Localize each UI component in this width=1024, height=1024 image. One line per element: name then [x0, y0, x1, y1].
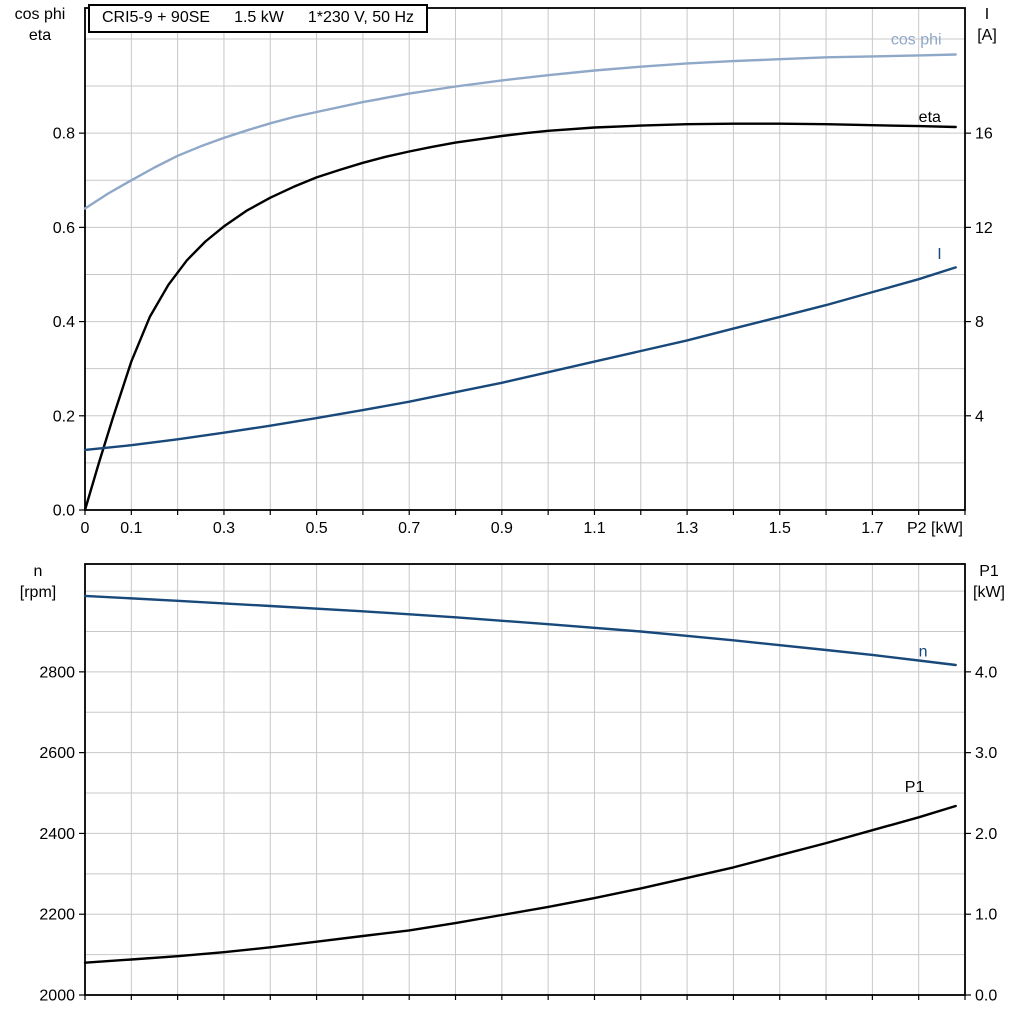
right-tick-label: 8 — [975, 314, 984, 331]
plot-border — [84, 7, 966, 511]
x-tick-label: 0.7 — [398, 520, 420, 537]
left-tick-label: 2200 — [39, 907, 75, 924]
speed-power-chart: 2000 2200 2400 2600 2800 0.0 1.0 2.0 3.0 4.0 n P1 — [39, 563, 997, 1005]
bottom-chart-right-axis-title: P1 [kW] — [960, 561, 1018, 603]
x-tick-label: 0.3 — [213, 520, 235, 537]
x-tick-label: 0 — [81, 520, 90, 537]
left-tick-label: 0.2 — [53, 408, 75, 425]
left-tick-label: 2600 — [39, 745, 75, 762]
axis-title-speed: n — [33, 563, 43, 580]
series-curve-cos-phi — [83, 53, 957, 210]
left-tick-label: 0.0 — [53, 503, 75, 520]
axis-title-p1: P1 — [979, 563, 999, 580]
right-tick-label: 4.0 — [975, 664, 997, 681]
series-curve-n — [83, 594, 957, 667]
left-tick-label: 0.8 — [53, 126, 75, 143]
curve-label-cos-phi: cos phi — [891, 31, 942, 48]
axis-title-cos-phi: cos phi — [14, 6, 66, 23]
left-tick-label: 2400 — [39, 826, 75, 843]
axis-title-eta: eta — [28, 27, 52, 44]
left-tick-label: 2800 — [39, 664, 75, 681]
x-tick-label: 1.1 — [583, 520, 605, 537]
right-tick-label: 12 — [975, 220, 993, 237]
curve-label-eta: eta — [919, 109, 941, 126]
curve-label-P1: P1 — [905, 779, 925, 796]
right-tick-label: 0.0 — [975, 988, 997, 1005]
left-tick-label: 0.6 — [53, 220, 75, 237]
top-chart-right-axis-title: I [A] — [958, 4, 1016, 46]
left-tick-label: 0.4 — [53, 314, 75, 331]
pump-model: CRI5-9 + 90SE — [102, 9, 211, 26]
chart-title-box: CRI5-9 + 90SE 1.5 kW 1*230 V, 50 Hz — [88, 4, 429, 33]
right-tick-label: 3.0 — [975, 745, 997, 762]
axis-title-speed-unit: [rpm] — [19, 584, 57, 601]
x-tick-label: 1.3 — [676, 520, 698, 537]
series-curve-P1 — [83, 804, 957, 964]
axis-title-current: I — [984, 6, 990, 23]
right-tick-label: 2.0 — [975, 826, 997, 843]
curve-label-I: I — [937, 246, 941, 263]
axis-title-current-unit: [A] — [977, 27, 997, 44]
right-tick-label: 1.0 — [975, 907, 997, 924]
right-tick-label: 4 — [975, 408, 984, 425]
motor-performance-chart: 0.0 0.2 0.4 0.6 0.8 4 8 12 16 0 0.1 0.3 0.5 0.7 0.9 1.1… — [53, 7, 993, 537]
axis-title-p1-unit: [kW] — [973, 584, 1005, 601]
curve-label-n: n — [919, 643, 928, 660]
plot-border — [84, 563, 966, 996]
right-tick-label: 16 — [975, 126, 993, 143]
series-curve-eta — [83, 122, 957, 512]
supply-voltage: 1*230 V, 50 Hz — [307, 9, 415, 26]
top-chart-left-axis-title: cos phi eta — [0, 4, 80, 46]
x-tick-label: 0.1 — [120, 520, 142, 537]
x-tick-label: 0.5 — [305, 520, 327, 537]
rated-power: 1.5 kW — [234, 9, 284, 26]
left-tick-label: 2000 — [39, 988, 75, 1005]
x-tick-label: 1.7 — [861, 520, 883, 537]
x-axis-title: P2 [kW] — [907, 520, 963, 537]
series-curve-I — [83, 266, 957, 452]
bottom-chart-left-axis-title: n [rpm] — [0, 561, 76, 603]
x-tick-label: 0.9 — [491, 520, 513, 537]
x-tick-label: 1.5 — [769, 520, 791, 537]
